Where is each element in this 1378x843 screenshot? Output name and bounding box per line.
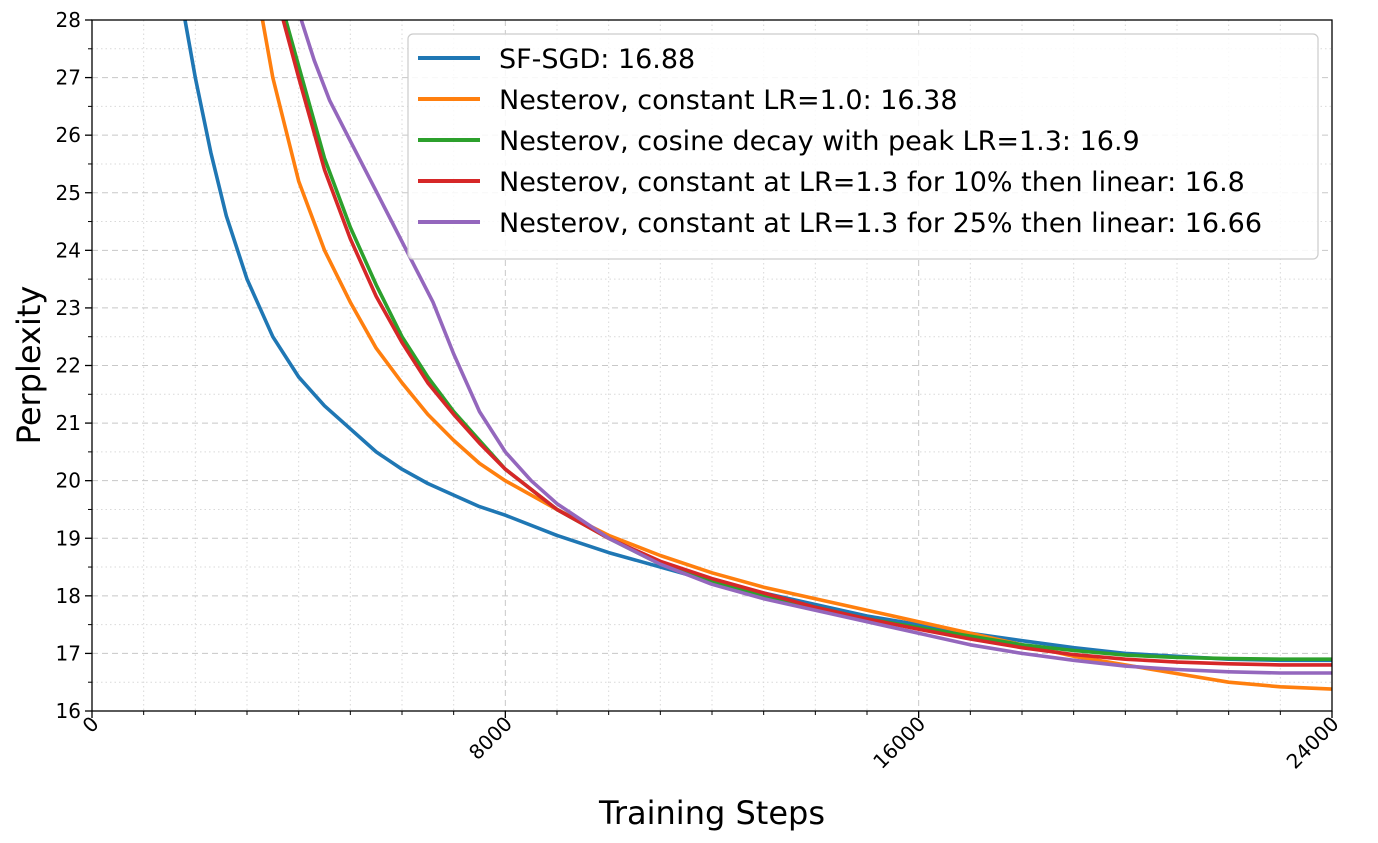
y-tick-label: 23 (56, 296, 81, 320)
series-line-4 (281, 20, 1332, 667)
legend-box (407, 33, 1319, 260)
series-lines (183, 20, 1332, 691)
series-line-2 (260, 20, 1332, 691)
legend-label-5: Nesterov, constant at LR=1.3 for 25% the… (499, 208, 1262, 239)
y-tick-label: 25 (56, 181, 81, 205)
x-axis-title: Training Steps (598, 794, 825, 832)
y-tick-label: 22 (56, 354, 81, 378)
y-tick-label: 28 (56, 8, 81, 32)
y-tick-label: 27 (56, 66, 81, 90)
series-line-5 (299, 20, 1332, 675)
y-axis-title: Perplexity (10, 286, 48, 445)
x-tick-label: 16000 (868, 712, 930, 774)
series-line-1 (183, 20, 1332, 663)
legend-label-1: SF-SGD: 16.88 (499, 44, 695, 75)
y-tick-label: 24 (56, 238, 81, 262)
y-tick-label: 19 (56, 526, 81, 550)
x-tick-labels: 0 8000 16000 24000 (78, 712, 1344, 774)
x-tick-label: 0 (78, 712, 104, 738)
y-tick-label: 16 (56, 699, 81, 723)
y-tick-label: 21 (56, 411, 81, 435)
y-tick-label: 26 (56, 123, 81, 147)
x-tick-label: 24000 (1282, 712, 1344, 774)
legend-label-2: Nesterov, constant LR=1.0: 16.38 (499, 85, 958, 116)
axis-ticks (85, 19, 1333, 718)
x-tick-label: 8000 (464, 712, 517, 765)
legend: SF-SGD: 16.88 Nesterov, constant LR=1.0: … (407, 33, 1319, 260)
y-tick-labels: 16 17 18 19 20 21 22 23 24 25 26 27 28 (56, 8, 81, 723)
y-tick-label: 20 (56, 469, 81, 493)
y-tick-label: 17 (56, 641, 81, 665)
y-tick-label: 18 (56, 584, 81, 608)
legend-label-4: Nesterov, constant at LR=1.3 for 10% the… (499, 167, 1245, 198)
legend-label-3: Nesterov, cosine decay with peak LR=1.3:… (499, 126, 1140, 157)
